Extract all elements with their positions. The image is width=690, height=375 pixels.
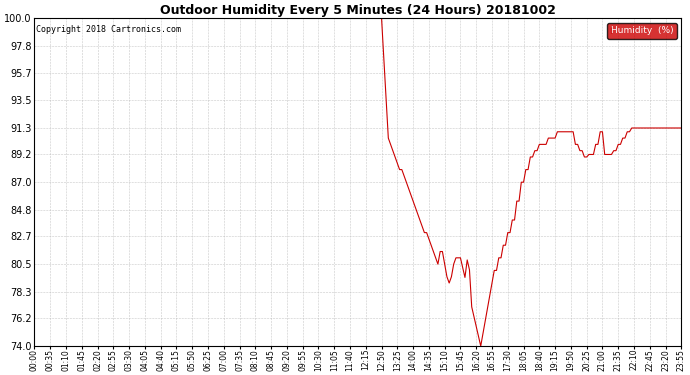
Title: Outdoor Humidity Every 5 Minutes (24 Hours) 20181002: Outdoor Humidity Every 5 Minutes (24 Hou… [160, 4, 556, 17]
Text: Copyright 2018 Cartronics.com: Copyright 2018 Cartronics.com [36, 25, 181, 34]
Legend: Humidity  (%): Humidity (%) [607, 23, 677, 39]
